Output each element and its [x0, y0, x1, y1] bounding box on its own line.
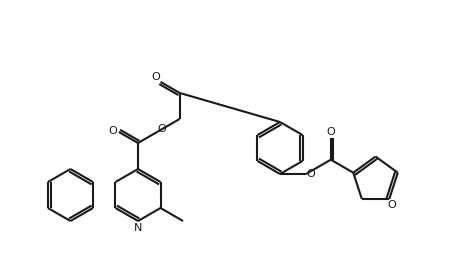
Text: O: O: [157, 124, 166, 134]
Text: O: O: [108, 126, 117, 136]
Text: O: O: [151, 72, 160, 82]
Text: O: O: [306, 169, 315, 179]
Text: O: O: [326, 127, 334, 136]
Text: N: N: [133, 223, 142, 233]
Text: O: O: [386, 200, 395, 210]
